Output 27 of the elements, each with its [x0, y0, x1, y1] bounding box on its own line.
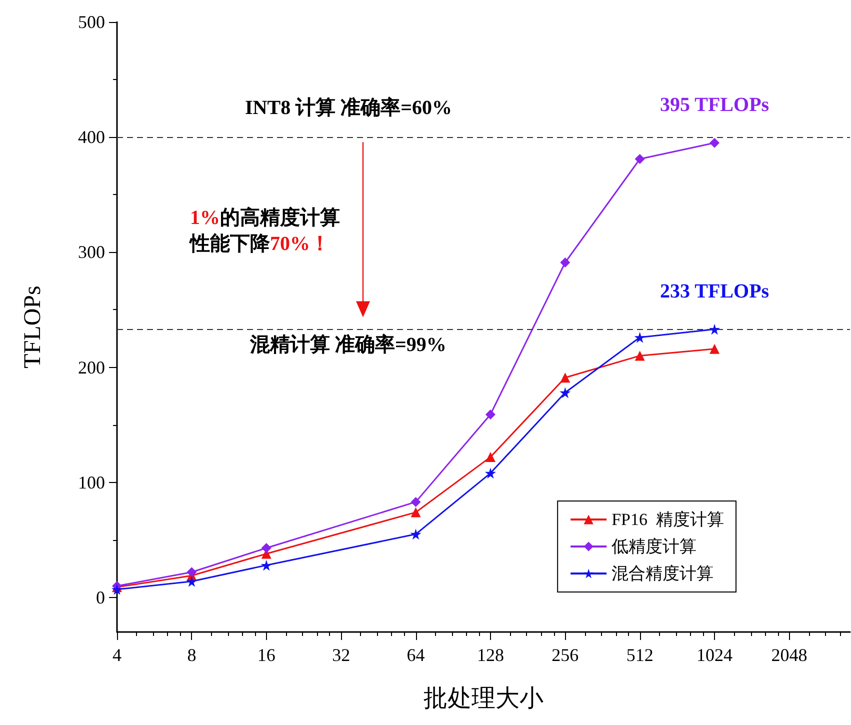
- x-tick-label: 32: [332, 645, 350, 665]
- x-tick-label: 2048: [771, 645, 808, 665]
- legend-label: FP16 精度计算: [612, 510, 724, 529]
- annotation: INT8 计算 准确率=60%: [245, 96, 452, 119]
- y-tick-label: 300: [78, 242, 105, 262]
- annotation: 性能下降70%！: [188, 232, 330, 255]
- x-tick-label: 256: [552, 645, 579, 665]
- y-axis-title: TFLOPs: [20, 286, 46, 368]
- y-tick-label: 500: [78, 12, 105, 32]
- x-tick-label: 128: [476, 645, 504, 665]
- annotation: 233 TFLOPs: [660, 280, 770, 302]
- x-axis-title: 批处理大小: [424, 686, 544, 712]
- annotation: 395 TFLOPs: [660, 94, 770, 116]
- x-tick-label: 64: [406, 645, 425, 665]
- annotation: 混精计算 准确率=99%: [249, 333, 446, 356]
- x-tick-label: 8: [187, 645, 196, 665]
- y-tick-label: 0: [96, 587, 105, 608]
- legend-label: 低精度计算: [612, 537, 697, 556]
- x-tick-label: 1024: [696, 645, 733, 665]
- x-tick-label: 4: [112, 645, 122, 665]
- y-tick-label: 400: [78, 127, 105, 148]
- y-tick-label: 100: [78, 472, 105, 492]
- y-tick-label: 200: [78, 357, 105, 378]
- legend-label: 混合精度计算: [612, 564, 714, 583]
- x-tick-label: 16: [257, 645, 276, 665]
- x-tick-label: 512: [626, 645, 654, 665]
- annotation: 1%的高精度计算: [190, 206, 340, 229]
